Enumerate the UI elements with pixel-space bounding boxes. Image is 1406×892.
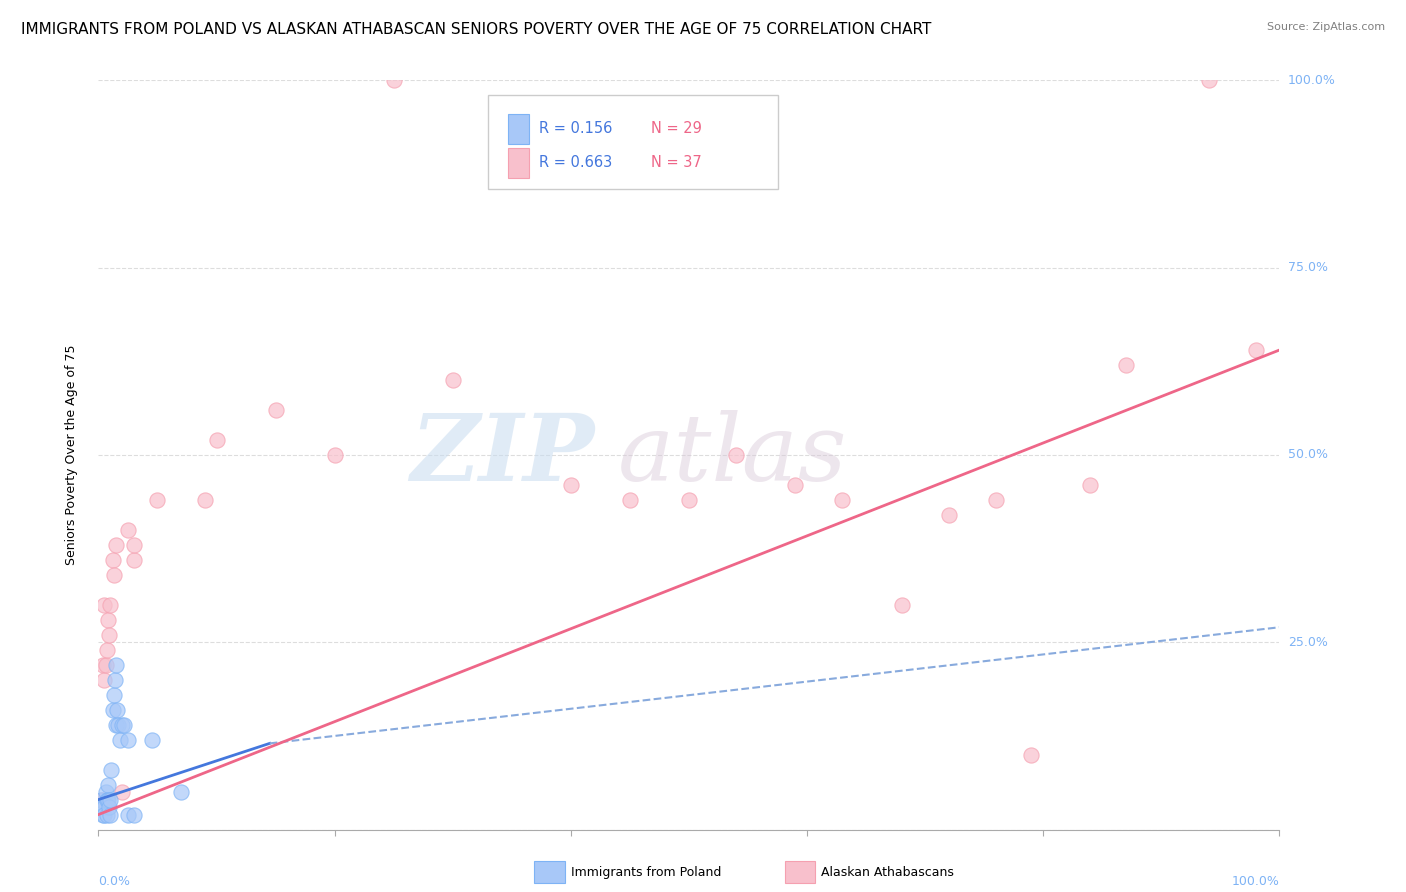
Text: 75.0%: 75.0% bbox=[1288, 261, 1327, 274]
Point bbox=[100, 763, 122, 777]
Point bbox=[90, 792, 112, 806]
Point bbox=[111, 717, 134, 731]
Point bbox=[117, 523, 139, 537]
Point bbox=[98, 598, 121, 612]
Point bbox=[108, 732, 131, 747]
Point bbox=[890, 598, 912, 612]
Point bbox=[205, 433, 228, 447]
Y-axis label: Seniors Poverty Over the Age of 75: Seniors Poverty Over the Age of 75 bbox=[65, 344, 77, 566]
Point bbox=[122, 538, 145, 552]
Point bbox=[112, 717, 135, 731]
Point bbox=[1115, 358, 1137, 372]
Point bbox=[104, 673, 127, 687]
Point bbox=[101, 553, 124, 567]
Point bbox=[91, 800, 114, 814]
Text: 100.0%: 100.0% bbox=[1232, 874, 1279, 888]
Point bbox=[96, 792, 118, 806]
Text: Immigrants from Poland: Immigrants from Poland bbox=[571, 866, 721, 879]
Point bbox=[105, 657, 128, 672]
Point bbox=[146, 492, 169, 507]
Point bbox=[93, 598, 115, 612]
Point bbox=[1244, 343, 1267, 357]
Text: R = 0.663: R = 0.663 bbox=[538, 155, 612, 170]
Point bbox=[103, 567, 125, 582]
Point bbox=[97, 792, 120, 806]
Text: 25.0%: 25.0% bbox=[1288, 636, 1327, 648]
Point bbox=[103, 688, 125, 702]
FancyBboxPatch shape bbox=[488, 95, 778, 189]
Point bbox=[122, 807, 145, 822]
Point bbox=[111, 785, 134, 799]
Point bbox=[831, 492, 853, 507]
Point bbox=[264, 403, 287, 417]
Point bbox=[97, 613, 120, 627]
Point bbox=[93, 807, 115, 822]
Text: atlas: atlas bbox=[619, 410, 848, 500]
Point bbox=[97, 778, 120, 792]
Point bbox=[98, 792, 121, 806]
Text: Source: ZipAtlas.com: Source: ZipAtlas.com bbox=[1267, 22, 1385, 32]
Point bbox=[101, 703, 124, 717]
Bar bbox=[508, 114, 530, 144]
Point bbox=[94, 785, 117, 799]
Point bbox=[382, 73, 405, 87]
Point bbox=[117, 732, 139, 747]
Text: N = 37: N = 37 bbox=[651, 155, 702, 170]
Point bbox=[93, 800, 115, 814]
Point bbox=[98, 807, 121, 822]
Point bbox=[91, 792, 114, 806]
Point bbox=[619, 492, 641, 507]
Bar bbox=[508, 148, 530, 178]
Point bbox=[91, 657, 114, 672]
Point bbox=[678, 492, 700, 507]
Point bbox=[105, 717, 128, 731]
Point bbox=[170, 785, 193, 799]
Point bbox=[984, 492, 1007, 507]
Text: 0.0%: 0.0% bbox=[98, 874, 131, 888]
Point bbox=[938, 508, 960, 522]
Point bbox=[323, 448, 346, 462]
Point bbox=[98, 628, 121, 642]
Point bbox=[194, 492, 217, 507]
Text: IMMIGRANTS FROM POLAND VS ALASKAN ATHABASCAN SENIORS POVERTY OVER THE AGE OF 75 : IMMIGRANTS FROM POLAND VS ALASKAN ATHABA… bbox=[21, 22, 931, 37]
Point bbox=[91, 807, 114, 822]
Point bbox=[1080, 478, 1102, 492]
Point bbox=[1198, 73, 1220, 87]
Point bbox=[725, 448, 748, 462]
Point bbox=[98, 800, 121, 814]
Text: 50.0%: 50.0% bbox=[1288, 449, 1327, 461]
Point bbox=[96, 807, 118, 822]
Point bbox=[1021, 747, 1043, 762]
Point bbox=[105, 703, 128, 717]
Text: N = 29: N = 29 bbox=[651, 121, 702, 136]
Text: Alaskan Athabascans: Alaskan Athabascans bbox=[821, 866, 955, 879]
Point bbox=[117, 807, 139, 822]
Point bbox=[107, 717, 129, 731]
Point bbox=[785, 478, 807, 492]
Text: 100.0%: 100.0% bbox=[1288, 74, 1336, 87]
Point bbox=[441, 373, 464, 387]
Point bbox=[93, 673, 115, 687]
Point bbox=[560, 478, 582, 492]
Point bbox=[141, 732, 163, 747]
Point bbox=[94, 657, 117, 672]
Point bbox=[105, 538, 128, 552]
Text: R = 0.156: R = 0.156 bbox=[538, 121, 613, 136]
Text: ZIP: ZIP bbox=[411, 410, 595, 500]
Point bbox=[96, 642, 118, 657]
Point bbox=[122, 553, 145, 567]
